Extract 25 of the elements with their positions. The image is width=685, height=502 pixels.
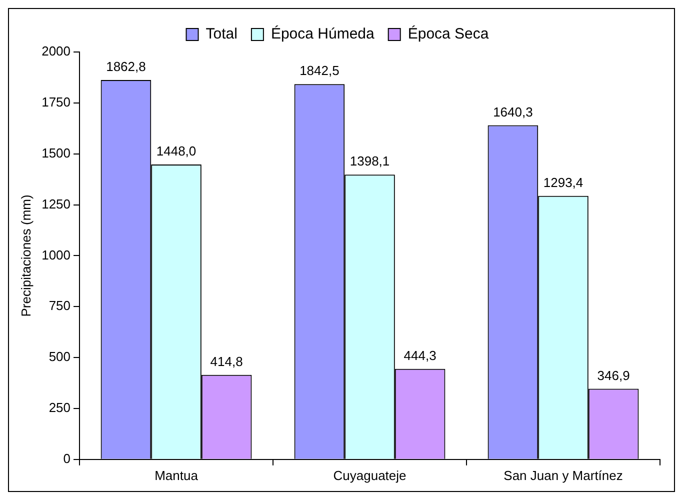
- y-tick-label: 0: [63, 450, 71, 466]
- x-tick-label: Mantua: [154, 468, 199, 483]
- data-label: 444,3: [404, 348, 436, 363]
- data-label: 1293,4: [543, 175, 584, 190]
- y-tick-label: 1750: [42, 94, 71, 110]
- y-axis-title: Precipitaciones (mm): [18, 194, 34, 317]
- legend-label: Época Húmeda: [270, 24, 376, 43]
- y-tick-label: 1500: [42, 145, 71, 160]
- x-tick-label: San Juan y Martínez: [504, 468, 623, 483]
- data-label: 1448,0: [156, 144, 196, 159]
- y-tick-label: 250: [48, 400, 71, 416]
- data-label: 346,9: [597, 368, 630, 383]
- y-tick-label: 500: [48, 349, 71, 364]
- data-label: 1842,5: [300, 63, 340, 78]
- y-tick-label: 1000: [42, 247, 71, 262]
- data-label: 1398,1: [350, 154, 390, 169]
- data-label: 414,8: [210, 354, 243, 369]
- y-tick-label: 750: [48, 298, 71, 314]
- y-tick-label: 2000: [42, 44, 71, 59]
- legend-label: Total: [206, 26, 238, 43]
- data-label: 1862,8: [106, 59, 146, 74]
- x-tick-label: Cuyaguateje: [333, 468, 406, 483]
- legend-label: Época Seca: [408, 24, 490, 43]
- data-label: 1640,3: [493, 104, 533, 120]
- y-tick-label: 1250: [42, 196, 71, 212]
